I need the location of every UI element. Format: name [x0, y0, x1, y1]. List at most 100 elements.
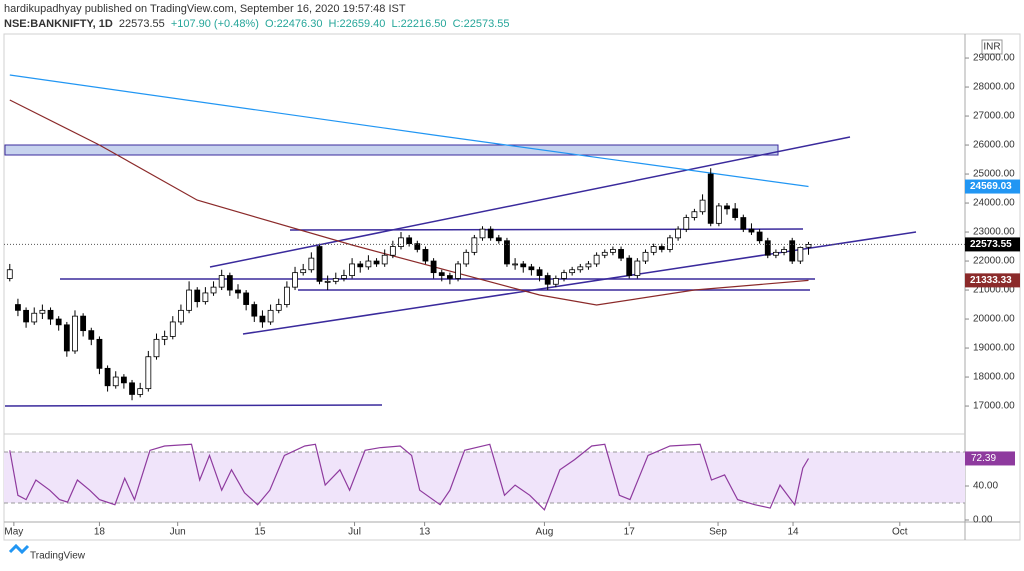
candle-body [6, 269, 13, 279]
candle-body [283, 286, 290, 305]
candle-body [80, 315, 87, 332]
candle-body [715, 205, 722, 224]
candle-body [618, 249, 624, 259]
candle-body [243, 292, 250, 305]
last-price-label: 22573.55 [970, 239, 1012, 250]
trend-line [289, 228, 804, 231]
x-tick-label: Aug [536, 527, 554, 538]
candle-body [153, 338, 160, 358]
candle-body [112, 376, 119, 387]
candle-body [275, 304, 282, 311]
candle-body [561, 272, 567, 279]
change: +107.90 (+0.48%) [171, 18, 259, 30]
last-price: 22573.55 [119, 18, 165, 30]
y-tick-label: 0.00 [973, 515, 993, 526]
candle-body [699, 199, 706, 213]
candle-body [210, 286, 217, 294]
candle-body [389, 246, 396, 256]
candle-body [398, 237, 404, 247]
symbol-line: NSE:BANKNIFTY, 1D 22573.55 +107.90 (+0.4… [4, 18, 509, 30]
candle-body [691, 211, 698, 218]
last-price-box [965, 237, 1020, 252]
candle-body [178, 309, 184, 323]
candle-body [63, 324, 70, 352]
y-tick-label: 23000.00 [973, 227, 1015, 238]
ohlc-high: H:22659.40 [329, 18, 386, 30]
candle-body [552, 278, 559, 285]
candle-body [512, 263, 519, 266]
candle-body [316, 246, 323, 282]
ohlc-close: C:22573.55 [453, 18, 510, 30]
logo [8, 543, 30, 555]
candle-body [194, 289, 201, 303]
candle-body [610, 249, 616, 253]
candle-body [349, 263, 355, 276]
x-tick-label: Jun [170, 527, 186, 538]
candle-body [732, 208, 739, 218]
y-tick-label: 40.00 [973, 481, 998, 492]
drawings [4, 136, 917, 407]
candle-body [31, 312, 38, 323]
candle-body [479, 228, 486, 239]
y-tick-label: 17000.00 [973, 401, 1015, 412]
candle-body [601, 251, 608, 256]
candle-body [129, 382, 135, 395]
candle-body [642, 251, 649, 262]
candle-body [707, 173, 714, 224]
candle-body [55, 318, 62, 326]
candle-body [463, 251, 470, 265]
candle-body [161, 336, 168, 340]
candle-body [341, 275, 347, 279]
currency-box [981, 39, 1003, 55]
candle-body [267, 309, 274, 323]
candle-body [528, 266, 535, 271]
candle-body [169, 321, 176, 337]
published-line: hardikupadhyay published on TradingView.… [4, 3, 406, 15]
candle-body [422, 249, 429, 262]
candle-body [406, 237, 413, 245]
candle-body [471, 237, 478, 253]
y-tick-label: 27000.00 [973, 111, 1015, 122]
oscillator-line [9, 443, 810, 511]
last-value-box [965, 273, 1020, 288]
candle-body [251, 304, 258, 317]
candle-body [186, 289, 192, 311]
last-value-label: 72.39 [971, 453, 996, 464]
x-tick-label: 14 [787, 527, 799, 538]
candle-body [740, 217, 747, 230]
candle-body [667, 237, 673, 250]
moving-average [9, 99, 809, 306]
candle-body [577, 266, 584, 271]
candle-body [773, 251, 779, 256]
candle-body [259, 315, 266, 323]
band-fill [4, 451, 965, 503]
brand: TradingView [30, 551, 86, 562]
candle-body [235, 289, 241, 294]
candle-body [300, 269, 307, 274]
x-tick-label: 17 [624, 527, 636, 538]
candle-body [226, 275, 233, 291]
y-tick-label: 19000.00 [973, 343, 1015, 354]
trend-line [209, 136, 851, 268]
candle-body [145, 356, 152, 390]
candle-body [39, 309, 46, 314]
candle-body [47, 309, 54, 320]
x-tick-label: Oct [892, 527, 908, 538]
candle-body [455, 263, 461, 279]
candle-body [504, 240, 510, 265]
candle-body [365, 260, 372, 268]
zone [4, 144, 779, 156]
x-tick-label: 13 [419, 527, 431, 538]
candle-body [292, 272, 298, 288]
candle-body [536, 269, 543, 276]
candle-body [650, 246, 657, 253]
candle-body [332, 278, 339, 282]
candle-body [137, 388, 144, 395]
candle-body [88, 330, 95, 340]
candle-body [218, 275, 225, 288]
candle-body [487, 228, 494, 239]
x-tick-label: Jul [348, 527, 361, 538]
candle-body [797, 247, 804, 262]
currency: INR [983, 42, 1000, 53]
ohlc-open: O:22476.30 [265, 18, 323, 30]
